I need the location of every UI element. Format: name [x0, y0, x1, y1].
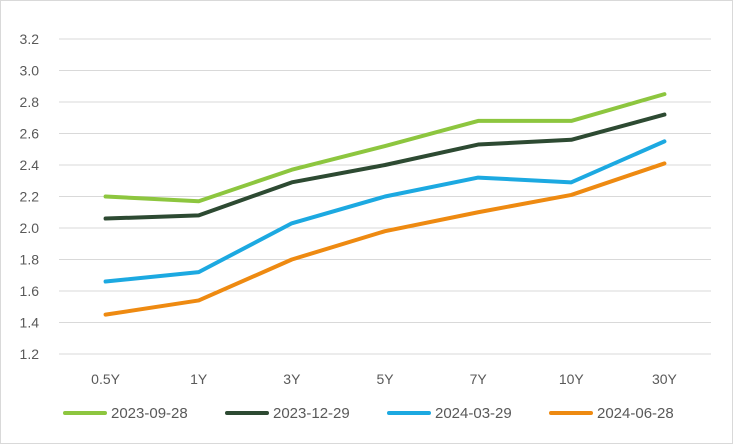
- y-tick-label: 2.0: [20, 220, 40, 236]
- y-tick-label: 2.4: [20, 157, 40, 173]
- x-axis-tick-labels: 0.5Y 1Y 3Y 5Y 7Y 10Y 30Y: [91, 371, 677, 387]
- x-tick-label: 5Y: [376, 371, 394, 387]
- series-lines: [103, 92, 667, 317]
- x-tick-label: 7Y: [470, 371, 488, 387]
- y-tick-label: 2.8: [20, 94, 40, 110]
- series-line-2023-09-28: [103, 92, 667, 204]
- legend-label: 2023-09-28: [111, 405, 188, 422]
- series-line-2024-06-28: [103, 161, 667, 317]
- y-tick-label: 2.2: [20, 189, 40, 205]
- x-tick-label: 10Y: [559, 371, 585, 387]
- y-tick-label: 3.2: [20, 31, 40, 47]
- x-tick-label: 0.5Y: [91, 371, 120, 387]
- y-axis-tick-labels: 1.2 1.4 1.6 1.8 2.0 2.2 2.4 2.6 2.8 3.0 3.2: [20, 31, 40, 362]
- x-tick-label: 3Y: [283, 371, 301, 387]
- y-tick-label: 1.2: [20, 346, 40, 362]
- y-tick-label: 3.0: [20, 63, 40, 79]
- y-tick-label: 1.8: [20, 252, 40, 268]
- x-tick-label: 30Y: [652, 371, 678, 387]
- legend: 2023-09-28 2023-12-29 2024-03-29 2024-06-28: [63, 405, 674, 422]
- legend-label: 2024-06-28: [597, 405, 674, 422]
- legend-label: 2024-03-29: [435, 405, 512, 422]
- y-tick-label: 1.6: [20, 283, 40, 299]
- y-tick-label: 2.6: [20, 126, 40, 142]
- series-line-2024-03-29: [103, 139, 667, 284]
- x-tick-label: 1Y: [190, 371, 208, 387]
- series-line-2023-12-29: [103, 112, 667, 221]
- legend-label: 2023-12-29: [273, 405, 350, 422]
- y-tick-label: 1.4: [20, 315, 40, 331]
